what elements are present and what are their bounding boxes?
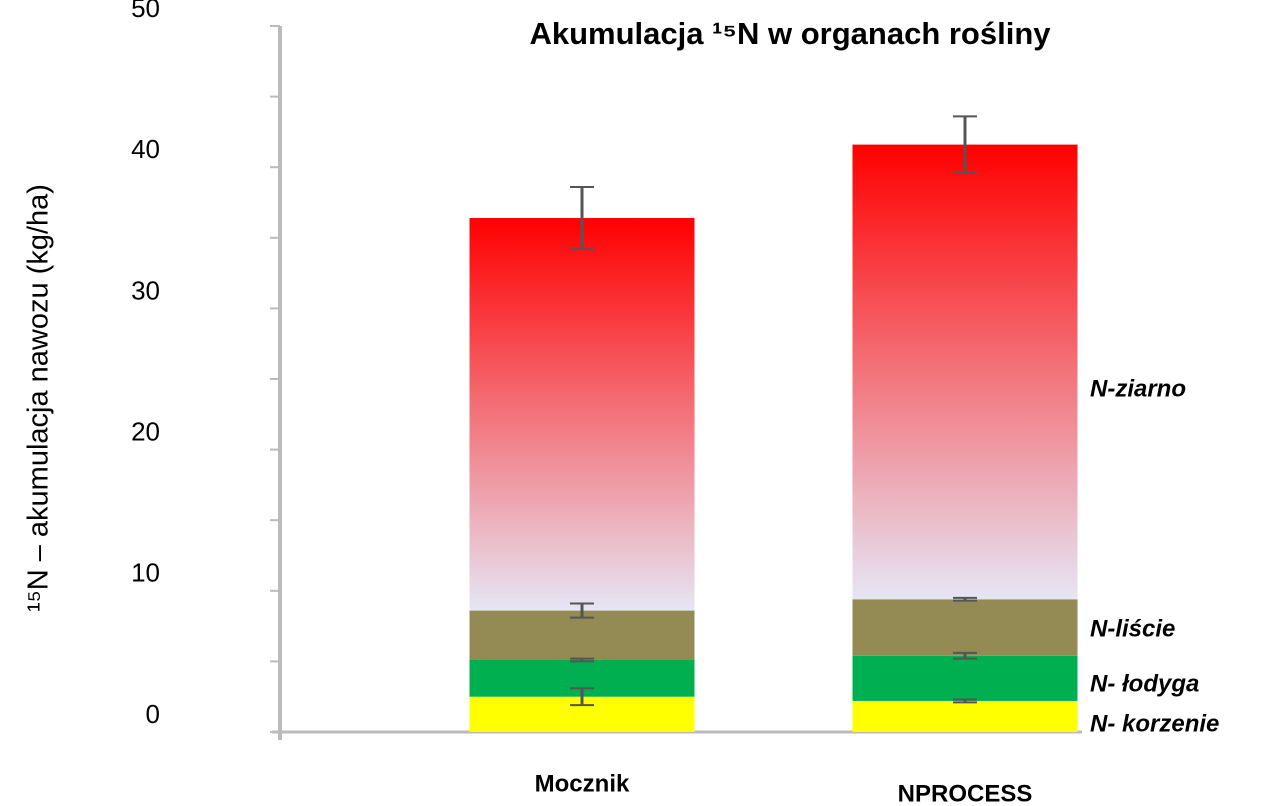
legend-label: N-ziarno: [1090, 375, 1186, 402]
legend-label: N- korzenie: [1090, 710, 1219, 737]
error-bar: [570, 185, 594, 251]
error-bar: [570, 687, 594, 707]
error-bar: [953, 596, 977, 602]
x-tick-label: Mocznik: [535, 770, 630, 797]
y-axis-label: ¹⁵N – akumulacja nawozu (kg/ha): [23, 184, 55, 612]
bar-segment: [469, 610, 695, 660]
error-bar: [570, 657, 594, 663]
error-bar: [953, 651, 977, 660]
bar-segment: [852, 599, 1078, 656]
x-tick-label: NPROCESS: [898, 780, 1033, 806]
y-tick-label: 20: [131, 416, 160, 446]
legend-label: N-liście: [1090, 615, 1175, 642]
y-tick-label: 40: [131, 134, 160, 164]
bar-segment: [852, 655, 1078, 701]
bar-segment: [469, 218, 695, 611]
y-tick-label: 10: [131, 558, 160, 588]
y-tick-label: 50: [131, 0, 160, 23]
y-tick-label: 0: [146, 699, 160, 729]
error-bar: [953, 698, 977, 704]
legend-label: N- łodyga: [1090, 670, 1199, 697]
error-bar: [953, 115, 977, 174]
chart-title: Akumulacja ¹⁵N w organach rośliny: [529, 16, 1051, 51]
error-bar: [570, 602, 594, 619]
y-tick-label: 30: [131, 275, 160, 305]
bar-segment: [852, 144, 1078, 600]
bar-segment: [852, 700, 1078, 732]
